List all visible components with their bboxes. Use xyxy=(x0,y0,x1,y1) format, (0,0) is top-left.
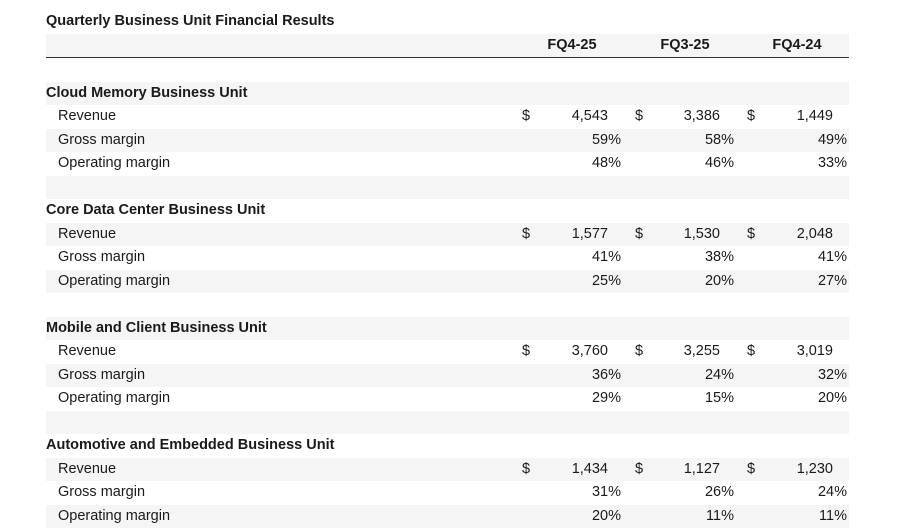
value-cell: 20% xyxy=(818,387,847,411)
currency-symbol: $ xyxy=(635,223,643,247)
value-cell: 4,543 xyxy=(572,105,608,129)
value-cell: 3,019 xyxy=(797,340,833,364)
row-label: Revenue xyxy=(58,105,116,129)
currency-symbol: $ xyxy=(635,340,643,364)
currency-symbol: $ xyxy=(635,105,643,129)
currency-symbol: $ xyxy=(522,340,530,364)
value-cell: 24% xyxy=(818,481,847,505)
data-row: Gross margin 31% 26% 24% xyxy=(46,481,849,505)
column-header: FQ3-25 xyxy=(635,34,735,58)
section-title: Mobile and Client Business Unit xyxy=(46,317,267,341)
currency-symbol: $ xyxy=(522,105,530,129)
row-label: Gross margin xyxy=(58,364,145,388)
column-header: FQ4-25 xyxy=(522,34,622,58)
title-text: Quarterly Business Unit Financial Result… xyxy=(46,13,334,29)
value-cell: 1,577 xyxy=(572,223,608,247)
section-title: Core Data Center Business Unit xyxy=(46,199,265,223)
value-cell: 27% xyxy=(818,270,847,294)
row-label: Revenue xyxy=(58,340,116,364)
value-cell: 20% xyxy=(705,270,734,294)
table-title: Quarterly Business Unit Financial Result… xyxy=(46,10,849,34)
row-label: Operating margin xyxy=(58,505,170,528)
section-title: Automotive and Embedded Business Unit xyxy=(46,434,334,458)
column-header: FQ4-24 xyxy=(747,34,847,58)
data-row: Operating margin 48% 46% 33% xyxy=(46,152,849,176)
row-label: Revenue xyxy=(58,223,116,247)
value-cell: 58% xyxy=(705,129,734,153)
data-row: Revenue $1,434 $1,127 $1,230 xyxy=(46,458,849,482)
currency-symbol: $ xyxy=(522,458,530,482)
data-row: Revenue $4,543 $3,386 $1,449 xyxy=(46,105,849,129)
data-row: Operating margin 25% 20% 27% xyxy=(46,270,849,294)
value-cell: 41% xyxy=(818,246,847,270)
row-label: Operating margin xyxy=(58,270,170,294)
value-cell: 3,386 xyxy=(684,105,720,129)
value-cell: 24% xyxy=(705,364,734,388)
spacer-row xyxy=(46,411,849,435)
spacer-row xyxy=(46,58,849,82)
value-cell: 1,127 xyxy=(684,458,720,482)
spacer-row xyxy=(46,293,849,317)
value-cell: 25% xyxy=(592,270,621,294)
value-cell: 36% xyxy=(592,364,621,388)
currency-symbol: $ xyxy=(635,458,643,482)
section-header: Core Data Center Business Unit xyxy=(46,199,849,223)
section-header: Mobile and Client Business Unit xyxy=(46,317,849,341)
value-cell: 11% xyxy=(819,505,847,528)
data-row: Operating margin 20% 11% 11% xyxy=(46,505,849,528)
value-cell: 41% xyxy=(592,246,621,270)
data-row: Revenue $3,760 $3,255 $3,019 xyxy=(46,340,849,364)
value-cell: 48% xyxy=(592,152,621,176)
row-label: Gross margin xyxy=(58,246,145,270)
row-label: Gross margin xyxy=(58,481,145,505)
value-cell: 3,255 xyxy=(684,340,720,364)
currency-symbol: $ xyxy=(747,105,755,129)
value-cell: 1,530 xyxy=(684,223,720,247)
value-cell: 49% xyxy=(818,129,847,153)
value-cell: 2,048 xyxy=(797,223,833,247)
value-cell: 1,434 xyxy=(572,458,608,482)
value-cell: 15% xyxy=(705,387,734,411)
row-label: Gross margin xyxy=(58,129,145,153)
currency-symbol: $ xyxy=(747,340,755,364)
currency-symbol: $ xyxy=(522,223,530,247)
data-row: Operating margin 29% 15% 20% xyxy=(46,387,849,411)
row-label: Operating margin xyxy=(58,387,170,411)
currency-symbol: $ xyxy=(747,223,755,247)
value-cell: 38% xyxy=(705,246,734,270)
value-cell: 59% xyxy=(592,129,621,153)
data-row: Revenue $1,577 $1,530 $2,048 xyxy=(46,223,849,247)
currency-symbol: $ xyxy=(747,458,755,482)
financial-results-table: Quarterly Business Unit Financial Result… xyxy=(46,10,849,528)
value-cell: 3,760 xyxy=(572,340,608,364)
data-row: Gross margin 41% 38% 41% xyxy=(46,246,849,270)
value-cell: 20% xyxy=(592,505,621,528)
data-row: Gross margin 59% 58% 49% xyxy=(46,129,849,153)
value-cell: 11% xyxy=(706,505,734,528)
header-row: FQ4-25 FQ3-25 FQ4-24 xyxy=(46,34,849,59)
value-cell: 33% xyxy=(818,152,847,176)
value-cell: 32% xyxy=(818,364,847,388)
spacer-row xyxy=(46,176,849,200)
row-label: Operating margin xyxy=(58,152,170,176)
data-row: Gross margin 36% 24% 32% xyxy=(46,364,849,388)
section-header: Cloud Memory Business Unit xyxy=(46,82,849,106)
section-title: Cloud Memory Business Unit xyxy=(46,82,247,106)
value-cell: 46% xyxy=(705,152,734,176)
value-cell: 1,230 xyxy=(797,458,833,482)
row-label: Revenue xyxy=(58,458,116,482)
section-header: Automotive and Embedded Business Unit xyxy=(46,434,849,458)
value-cell: 1,449 xyxy=(797,105,833,129)
value-cell: 26% xyxy=(705,481,734,505)
value-cell: 31% xyxy=(592,481,621,505)
value-cell: 29% xyxy=(592,387,621,411)
